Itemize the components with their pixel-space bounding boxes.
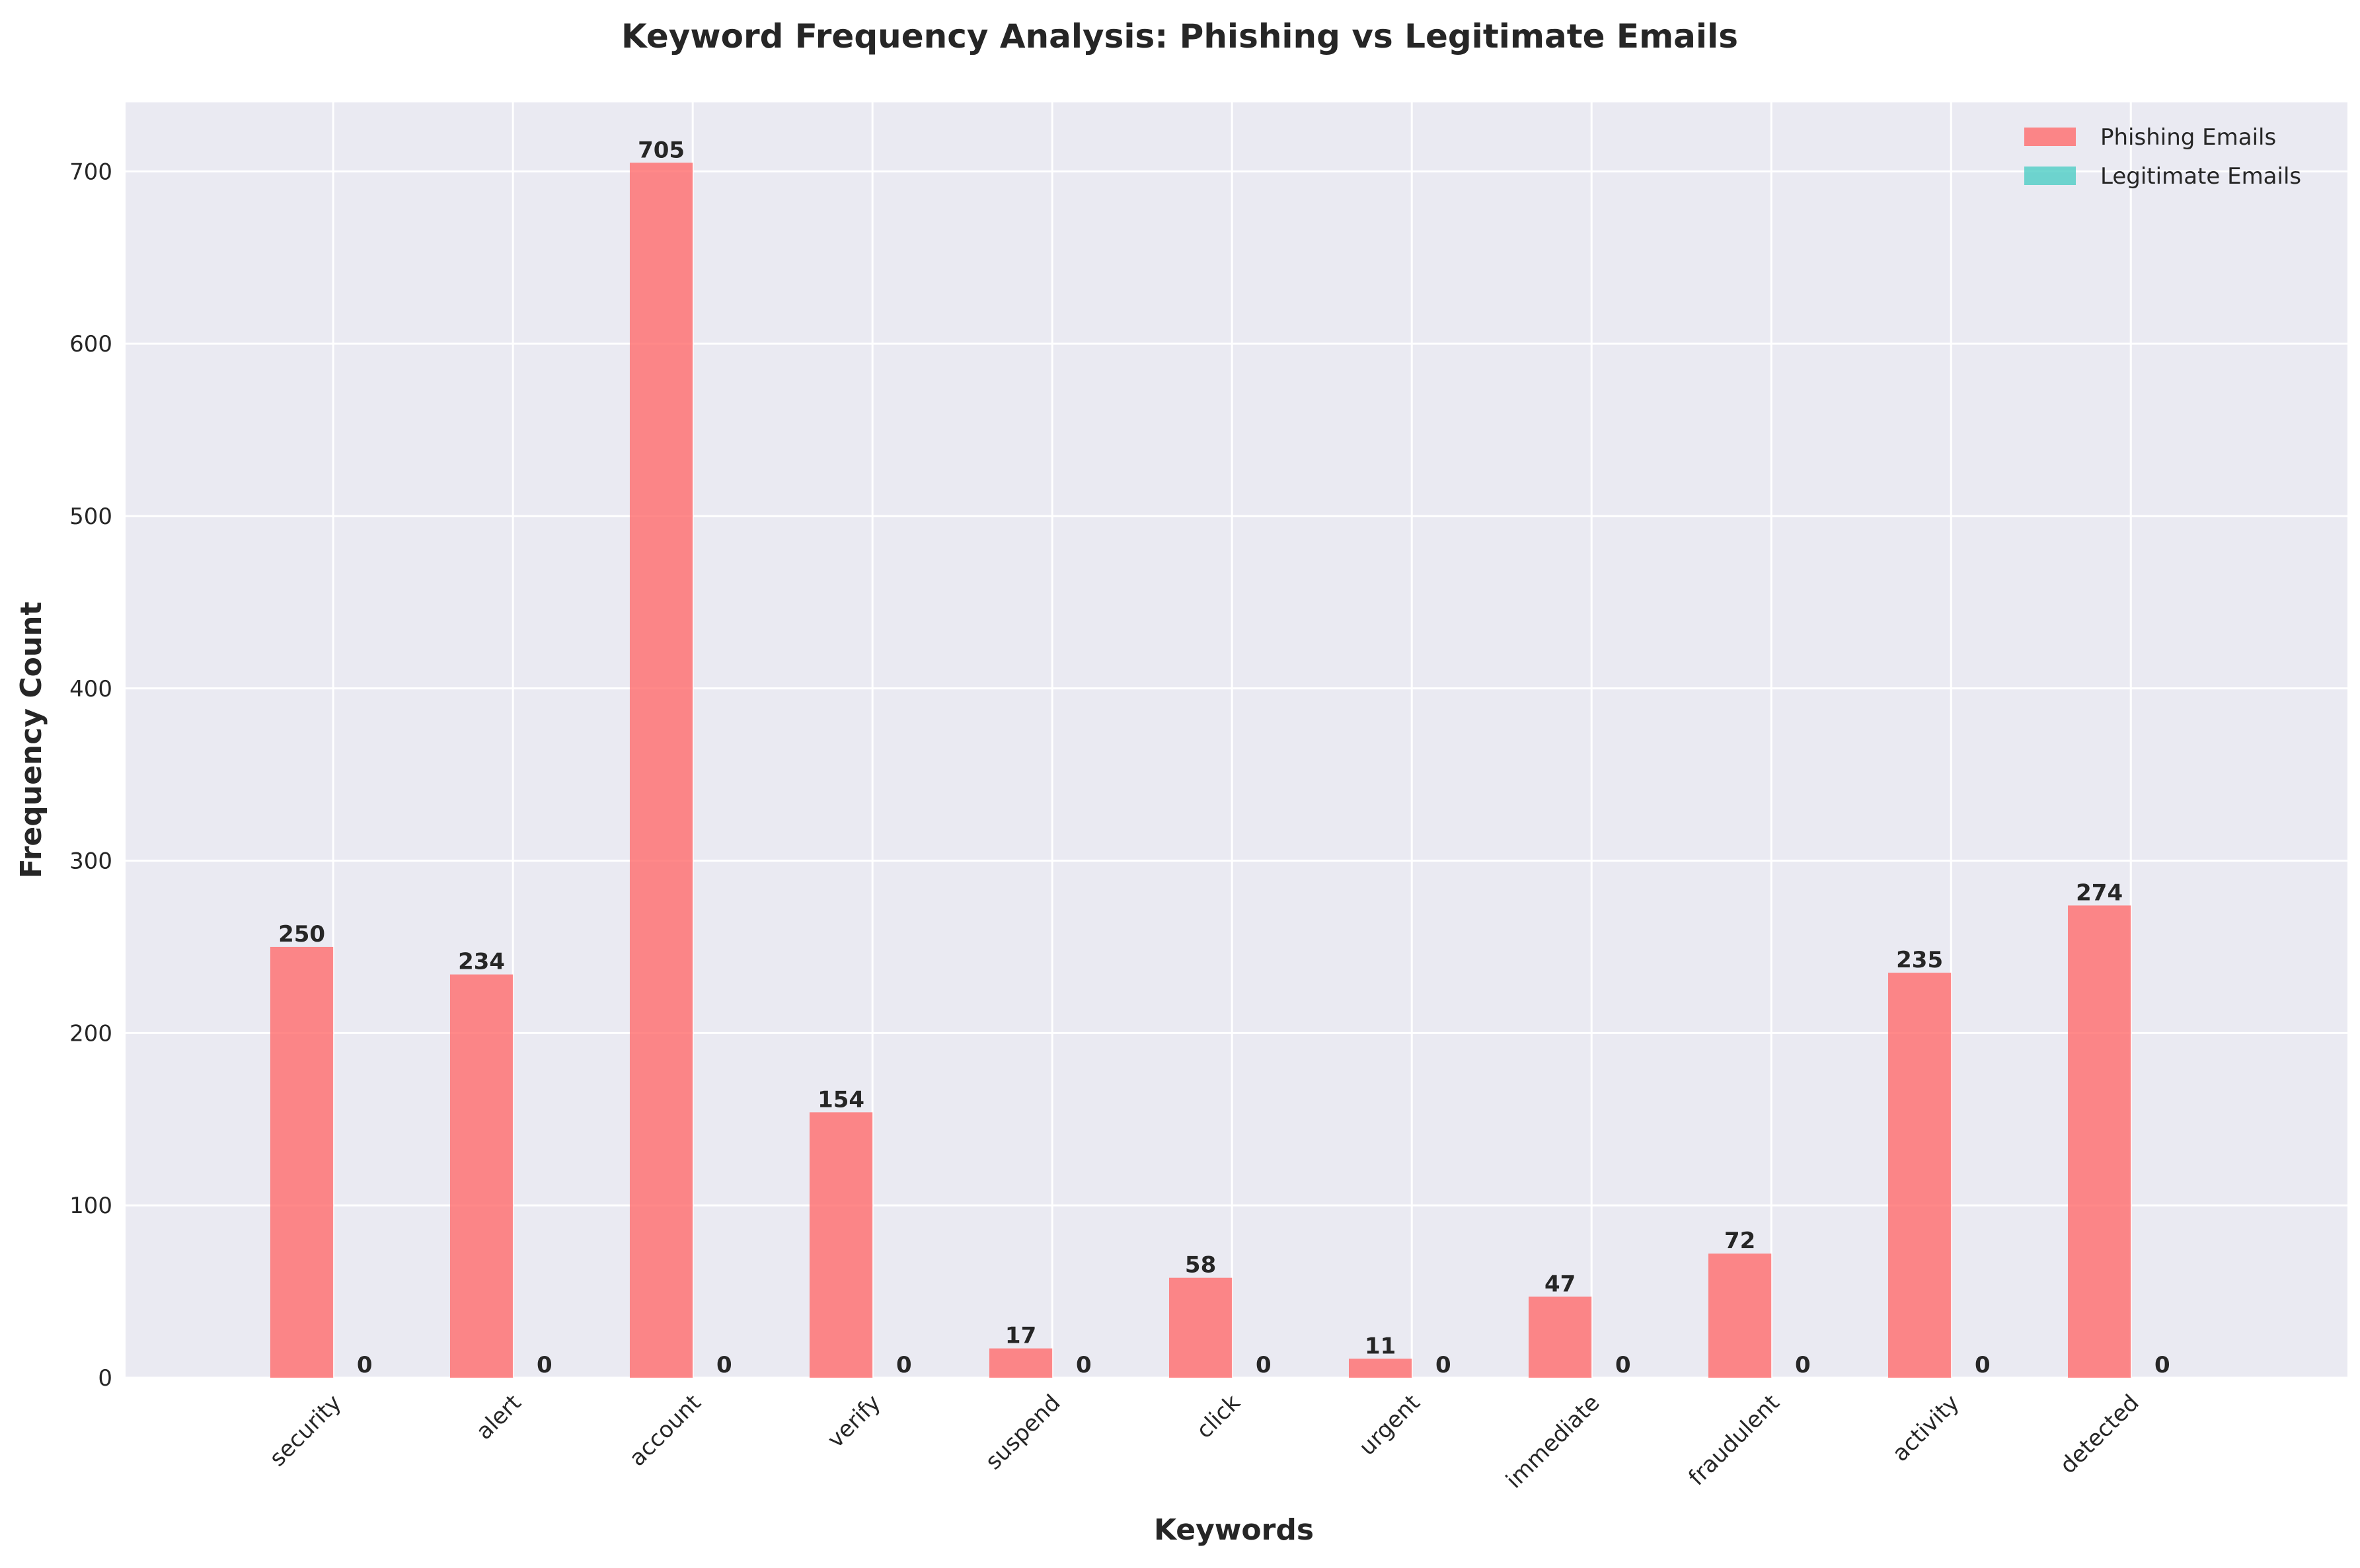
data-label: 47 xyxy=(1544,1271,1576,1297)
bar-phishing-click xyxy=(1168,1277,1233,1378)
x-tick-label: account xyxy=(624,1390,706,1472)
bar-phishing-security xyxy=(270,946,334,1378)
bar-phishing-account xyxy=(629,163,693,1378)
data-label: 234 xyxy=(458,949,505,975)
data-label: 0 xyxy=(1795,1352,1811,1378)
x-tick-label: click xyxy=(1192,1390,1246,1444)
data-label: 58 xyxy=(1185,1252,1216,1279)
bar-phishing-alert xyxy=(449,974,514,1378)
y-tick-label: 400 xyxy=(69,676,112,702)
bar-phishing-activity xyxy=(1888,973,1952,1378)
bar-phishing-fraudulent xyxy=(1708,1253,1772,1378)
data-label: 72 xyxy=(1724,1228,1755,1254)
data-label: 235 xyxy=(1896,947,1943,973)
data-label: 0 xyxy=(1076,1352,1092,1378)
data-label: 250 xyxy=(278,921,325,948)
legend-swatch-legitimate xyxy=(2024,167,2076,185)
bar-phishing-urgent xyxy=(1349,1359,1412,1378)
y-tick-label: 600 xyxy=(69,331,112,357)
data-label: 0 xyxy=(2154,1352,2170,1378)
y-tick-label: 700 xyxy=(69,159,112,185)
bar-phishing-detected xyxy=(2068,905,2131,1378)
data-label: 0 xyxy=(1615,1352,1631,1378)
data-label: 0 xyxy=(1435,1352,1451,1378)
y-tick-label: 0 xyxy=(98,1365,112,1392)
y-axis-label: Frequency Count xyxy=(15,601,48,878)
data-label: 0 xyxy=(716,1352,732,1378)
y-tick-label: 200 xyxy=(69,1020,112,1047)
legend-swatch-phishing xyxy=(2024,128,2076,146)
data-label: 11 xyxy=(1365,1333,1396,1359)
x-tick-label: detected xyxy=(2055,1390,2144,1479)
data-label: 705 xyxy=(638,137,685,163)
data-label: 154 xyxy=(818,1086,864,1113)
bar-phishing-suspend xyxy=(989,1348,1053,1378)
x-tick-label: suspend xyxy=(980,1390,1065,1475)
y-axis-ticks: 0 100 200 300 400 500 600 700 xyxy=(69,159,112,1392)
x-tick-label: fraudulent xyxy=(1683,1390,1784,1491)
bars xyxy=(270,163,2131,1378)
y-tick-label: 500 xyxy=(69,504,112,530)
legend-label-phishing: Phishing Emails xyxy=(2100,124,2276,151)
data-label: 0 xyxy=(1975,1352,1991,1378)
legend-label-legitimate: Legitimate Emails xyxy=(2100,163,2301,190)
data-label: 0 xyxy=(1256,1352,1272,1378)
data-label: 0 xyxy=(537,1352,552,1378)
data-label: 17 xyxy=(1005,1323,1036,1349)
bar-phishing-verify xyxy=(809,1112,873,1378)
x-axis-ticks: security alert account verify suspend click ur… xyxy=(264,1390,2144,1494)
x-tick-label: activity xyxy=(1887,1390,1965,1467)
legend: Phishing Emails Legitimate Emails xyxy=(2024,124,2301,190)
data-label: 0 xyxy=(896,1352,912,1378)
chart-title: Keyword Frequency Analysis: Phishing vs … xyxy=(621,17,1738,56)
x-tick-label: security xyxy=(264,1390,346,1472)
x-tick-label: alert xyxy=(471,1390,527,1445)
data-label: 274 xyxy=(2076,879,2123,906)
y-tick-label: 100 xyxy=(69,1193,112,1219)
x-axis-label: Keywords xyxy=(1154,1513,1314,1547)
x-tick-label: urgent xyxy=(1354,1390,1426,1461)
data-labels: 250 234 705 154 17 58 11 47 72 235 274 0 0 0 0 0 0 0 0 0 0 0 xyxy=(278,137,2170,1378)
bar-phishing-immediate xyxy=(1529,1296,1592,1378)
x-tick-label: verify xyxy=(822,1390,886,1453)
data-label: 0 xyxy=(357,1352,373,1378)
y-tick-label: 300 xyxy=(69,848,112,875)
x-tick-label: immediate xyxy=(1501,1390,1605,1493)
